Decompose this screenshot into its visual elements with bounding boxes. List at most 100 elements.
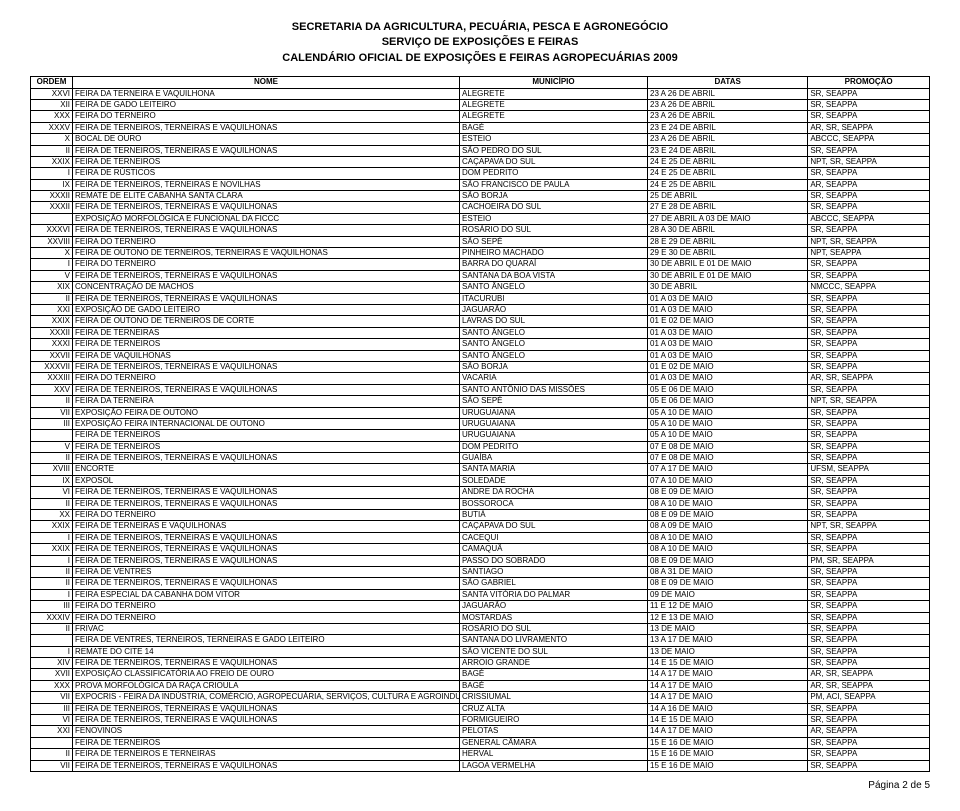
table-row: XXXIIIFEIRA DO TERNEIROVACARIA01 A 03 DE… [31, 373, 930, 384]
cell-promocao: SR, SEAPPA [808, 88, 930, 99]
cell-nome: FEIRA DE TERNEIROS, TERNEIRAS E VAQUILHO… [73, 703, 460, 714]
cell-nome: FEIRA DE TERNEIROS, TERNEIRAS E VAQUILHO… [73, 578, 460, 589]
cell-nome: FEIRA DE TERNEIROS, TERNEIRAS E VAQUILHO… [73, 532, 460, 543]
table-row: XXVIFEIRA DA TERNEIRA E VAQUILHONAALEGRE… [31, 88, 930, 99]
cell-nome: FEIRA DE TERNEIROS [73, 441, 460, 452]
cell-promocao: ABCCC, SEAPPA [808, 134, 930, 145]
cell-promocao: SR, SEAPPA [808, 715, 930, 726]
cell-nome: FEIRA DE TERNEIROS, TERNEIRAS E VAQUILHO… [73, 270, 460, 281]
header-line1: SECRETARIA DA AGRICULTURA, PECUÁRIA, PES… [30, 20, 930, 35]
cell-datas: 01 A 03 DE MAIO [648, 350, 808, 361]
table-row: XBOCAL DE OUROESTEIO23 A 26 DE ABRILABCC… [31, 134, 930, 145]
table-row: XFEIRA DE OUTONO DE TERNEIROS, TERNEIRAS… [31, 248, 930, 259]
cell-datas: 23 A 26 DE ABRIL [648, 88, 808, 99]
cell-datas: 23 A 26 DE ABRIL [648, 99, 808, 110]
cell-promocao: SR, SEAPPA [808, 168, 930, 179]
cell-nome: FEIRA DE TERNEIROS, TERNEIRAS E VAQUILHO… [73, 145, 460, 156]
header-line2: SERVIÇO DE EXPOSIÇÕES E FEIRAS [30, 35, 930, 50]
cell-datas: 30 DE ABRIL E 01 DE MAIO [648, 270, 808, 281]
col-municipio: MUNICÍPIO [460, 77, 648, 88]
cell-nome: FEIRA DE GADO LEITEIRO [73, 99, 460, 110]
table-row: IFEIRA DO TERNEIROBARRA DO QUARAÍ30 DE A… [31, 259, 930, 270]
cell-ordem: XIX [31, 282, 73, 293]
cell-nome: FEIRA DE TERNEIROS, TERNEIRAS E VAQUILHO… [73, 361, 460, 372]
cell-municipio: GENERAL CÂMARA [460, 737, 648, 748]
cell-datas: 27 E 28 DE ABRIL [648, 202, 808, 213]
cell-municipio: SANTO ANTÔNIO DAS MISSÕES [460, 384, 648, 395]
cell-datas: 13 DE MAIO [648, 623, 808, 634]
cell-ordem: XXXV [31, 122, 73, 133]
cell-nome: FEIRA DE TERNEIROS, TERNEIRAS E VAQUILHO… [73, 225, 460, 236]
cell-ordem [31, 213, 73, 224]
cell-ordem [31, 737, 73, 748]
table-row: XXXFEIRA DO TERNEIROALEGRETE23 A 26 DE A… [31, 111, 930, 122]
table-row: XXIXFEIRA DE OUTONO DE TERNEIROS DE CORT… [31, 316, 930, 327]
cell-datas: 05 A 10 DE MAIO [648, 407, 808, 418]
calendar-table: ORDEM NOME MUNICÍPIO DATAS PROMOÇÃO XXVI… [30, 76, 930, 772]
table-row: VFEIRA DE TERNEIROSDOM PEDRITO07 E 08 DE… [31, 441, 930, 452]
table-row: XXXIIREMATE DE ELITE CABANHA SANTA CLARA… [31, 191, 930, 202]
cell-nome: FEIRA DO TERNEIRO [73, 510, 460, 521]
table-row: XXVFEIRA DE TERNEIROS, TERNEIRAS E VAQUI… [31, 384, 930, 395]
cell-municipio: URUGUAIANA [460, 418, 648, 429]
cell-ordem: VII [31, 760, 73, 771]
cell-nome: FEIRA DE TERNEIROS, TERNEIRAS E VAQUILHO… [73, 760, 460, 771]
cell-datas: 05 A 10 DE MAIO [648, 430, 808, 441]
cell-promocao: AR, SR, SEAPPA [808, 669, 930, 680]
cell-datas: 07 E 08 DE MAIO [648, 453, 808, 464]
cell-ordem: XIV [31, 658, 73, 669]
table-row: IIIEXPOSIÇÃO FEIRA INTERNACIONAL DE OUTO… [31, 418, 930, 429]
cell-ordem: II [31, 453, 73, 464]
cell-municipio: SÃO FRANCISCO DE PAULA [460, 179, 648, 190]
cell-datas: 08 A 10 DE MAIO [648, 532, 808, 543]
cell-municipio: URUGUAIANA [460, 407, 648, 418]
table-row: VIFEIRA DE TERNEIROS, TERNEIRAS E VAQUIL… [31, 715, 930, 726]
cell-nome: FEIRA DE TERNEIROS, TERNEIRAS E VAQUILHO… [73, 544, 460, 555]
cell-ordem: II [31, 566, 73, 577]
cell-municipio: PELOTAS [460, 726, 648, 737]
cell-promocao: SR, SEAPPA [808, 361, 930, 372]
cell-nome: FEIRA DE VENTRES [73, 566, 460, 577]
cell-municipio: SÃO PEDRO DO SUL [460, 145, 648, 156]
cell-ordem: IX [31, 179, 73, 190]
cell-municipio: BUTIÁ [460, 510, 648, 521]
table-row: XXFEIRA DO TERNEIROBUTIÁ08 E 09 DE MAIOS… [31, 510, 930, 521]
cell-municipio: FORMIGUEIRO [460, 715, 648, 726]
cell-promocao: AR, SR, SEAPPA [808, 122, 930, 133]
cell-promocao: NMCCC, SEAPPA [808, 282, 930, 293]
table-row: FEIRA DE TERNEIROSURUGUAIANA05 A 10 DE M… [31, 430, 930, 441]
table-row: VIFEIRA DE TERNEIROS, TERNEIRAS E VAQUIL… [31, 487, 930, 498]
cell-promocao: SR, SEAPPA [808, 453, 930, 464]
cell-promocao: NPT, SR, SEAPPA [808, 156, 930, 167]
cell-ordem [31, 635, 73, 646]
cell-datas: 28 E 29 DE ABRIL [648, 236, 808, 247]
cell-promocao: SR, SEAPPA [808, 191, 930, 202]
cell-municipio: ESTEIO [460, 213, 648, 224]
cell-promocao: SR, SEAPPA [808, 111, 930, 122]
cell-municipio: MOSTARDAS [460, 612, 648, 623]
table-row: XVIIIENCORTESANTA MARIA07 A 17 DE MAIOUF… [31, 464, 930, 475]
cell-ordem: XXVII [31, 350, 73, 361]
cell-municipio: ESTEIO [460, 134, 648, 145]
cell-municipio: SANTO ÂNGELO [460, 327, 648, 338]
cell-ordem: XXXVII [31, 361, 73, 372]
table-row: IXFEIRA DE TERNEIROS, TERNEIRAS E NOVILH… [31, 179, 930, 190]
cell-municipio: CRISSIUMAL [460, 692, 648, 703]
cell-ordem: II [31, 578, 73, 589]
cell-nome: FEIRA DE TERNEIROS, TERNEIRAS E NOVILHAS [73, 179, 460, 190]
cell-municipio: BARRA DO QUARAÍ [460, 259, 648, 270]
cell-promocao: PM, ACI, SEAPPA [808, 692, 930, 703]
cell-promocao: SR, SEAPPA [808, 293, 930, 304]
cell-datas: 07 A 17 DE MAIO [648, 464, 808, 475]
table-row: VFEIRA DE TERNEIROS, TERNEIRAS E VAQUILH… [31, 270, 930, 281]
col-nome: NOME [73, 77, 460, 88]
cell-promocao: NPT, SR, SEAPPA [808, 236, 930, 247]
table-row: IIIFEIRA DO TERNEIROJAGUARÃO11 E 12 DE M… [31, 601, 930, 612]
cell-municipio: SANTO ÂNGELO [460, 350, 648, 361]
cell-ordem: IX [31, 475, 73, 486]
cell-datas: 29 E 30 DE ABRIL [648, 248, 808, 259]
cell-datas: 15 E 16 DE MAIO [648, 760, 808, 771]
cell-ordem: XXIX [31, 544, 73, 555]
cell-municipio: SANTO ÂNGELO [460, 339, 648, 350]
table-row: XXIXFEIRA DE TERNEIRAS E VAQUILHONASCAÇA… [31, 521, 930, 532]
